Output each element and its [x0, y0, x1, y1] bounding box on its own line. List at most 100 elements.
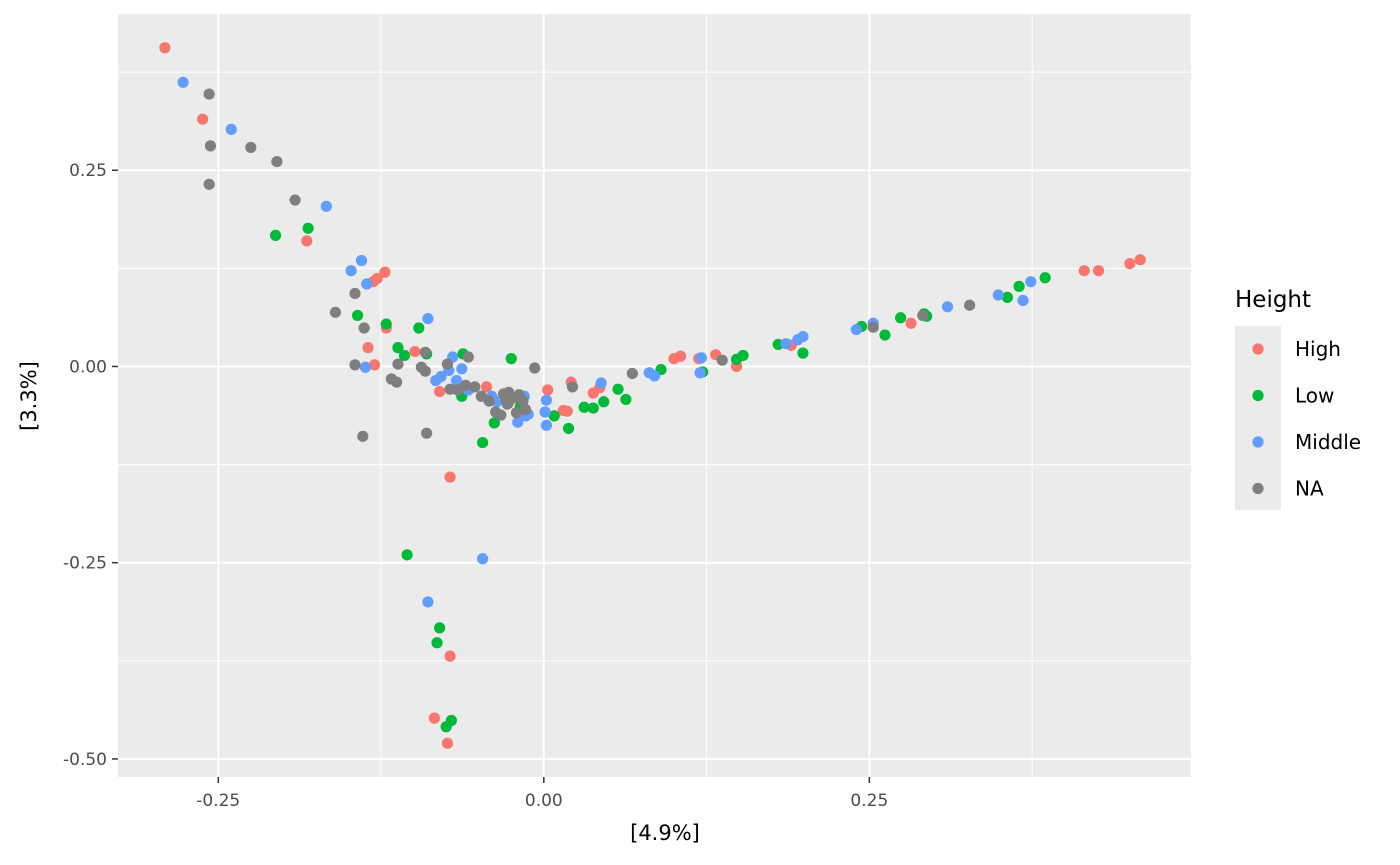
point-middle	[422, 596, 434, 608]
point-high	[409, 345, 421, 358]
point-high	[368, 359, 381, 371]
legend-key-low	[1252, 389, 1264, 402]
point-high	[480, 381, 493, 393]
point-na	[626, 367, 638, 380]
point-low	[562, 422, 575, 435]
point-middle	[450, 374, 463, 387]
point-middle	[797, 331, 809, 343]
legend-key-na	[1252, 482, 1264, 495]
point-middle	[177, 76, 189, 88]
point-middle	[695, 352, 707, 364]
point-middle	[456, 363, 468, 375]
point-na	[289, 194, 301, 206]
point-low	[895, 312, 907, 324]
point-low	[302, 222, 314, 234]
y-tick-label: -0.25	[63, 554, 107, 574]
point-na	[495, 409, 507, 421]
point-high	[1078, 265, 1090, 277]
point-middle	[422, 312, 434, 325]
point-high	[301, 235, 313, 247]
point-na	[421, 427, 433, 439]
y-axis: 0.25 0.00 -0.25 -0.50	[63, 161, 118, 770]
data-points	[159, 42, 1146, 749]
point-na	[964, 299, 976, 311]
point-low	[434, 622, 446, 634]
legend-label-middle: Middle	[1295, 430, 1361, 454]
point-na	[469, 381, 481, 393]
point-high	[1124, 258, 1136, 270]
point-low	[548, 410, 560, 422]
point-low	[1001, 291, 1013, 303]
point-low	[612, 383, 624, 395]
point-low	[488, 417, 500, 429]
point-low	[1013, 280, 1025, 292]
point-middle	[694, 367, 706, 379]
point-na	[917, 309, 929, 322]
point-low	[477, 436, 489, 449]
point-high	[362, 342, 374, 354]
x-axis-title: [4.9%]	[630, 821, 700, 845]
legend-label-low: Low	[1295, 384, 1334, 408]
x-axis: -0.25 0.00 0.25	[196, 777, 888, 811]
point-na	[519, 404, 532, 416]
point-middle	[780, 338, 792, 350]
point-low	[352, 309, 364, 322]
point-high	[159, 42, 171, 54]
y-axis-title: [3.3%]	[17, 361, 41, 431]
point-middle	[435, 371, 447, 383]
x-tick-label: 0.25	[850, 791, 888, 811]
point-middle	[648, 370, 661, 382]
point-high	[1092, 265, 1105, 277]
point-low	[269, 229, 282, 241]
point-high	[905, 317, 917, 329]
point-middle	[477, 553, 489, 565]
point-middle	[1017, 294, 1029, 307]
point-low	[737, 349, 749, 362]
point-na	[203, 178, 215, 190]
point-low	[445, 714, 457, 727]
point-middle	[345, 265, 357, 277]
point-low	[587, 402, 599, 414]
legend-key-middle	[1252, 436, 1264, 448]
point-low	[505, 353, 517, 365]
y-tick-label: 0.25	[69, 161, 107, 181]
point-low	[398, 349, 411, 362]
point-low	[380, 318, 392, 330]
point-middle	[512, 416, 524, 428]
panel-background	[118, 14, 1191, 777]
point-high	[444, 471, 456, 483]
point-na	[460, 379, 472, 391]
point-na	[867, 321, 879, 333]
point-na	[716, 354, 728, 366]
point-na	[462, 351, 474, 363]
point-na	[517, 395, 529, 407]
point-low	[392, 342, 404, 354]
legend-title: Height	[1235, 287, 1311, 313]
point-na	[391, 376, 403, 388]
point-middle	[941, 301, 954, 313]
point-low	[1039, 272, 1051, 284]
point-high	[441, 737, 454, 749]
point-na	[245, 141, 257, 154]
x-tick-label: 0.00	[525, 791, 563, 811]
point-low	[431, 637, 443, 649]
point-na	[271, 155, 283, 168]
point-na	[529, 362, 541, 374]
y-tick-label: 0.00	[69, 357, 107, 377]
x-tick-label: -0.25	[196, 791, 240, 811]
point-low	[797, 347, 809, 359]
legend-label-high: High	[1295, 337, 1341, 361]
point-high	[561, 405, 573, 417]
point-na	[483, 395, 495, 407]
point-high	[428, 712, 441, 724]
point-na	[357, 430, 369, 442]
point-middle	[355, 254, 368, 267]
point-na	[329, 306, 342, 318]
point-high	[434, 385, 446, 398]
point-middle	[540, 394, 553, 406]
point-middle	[359, 361, 372, 373]
legend: Height High Low Middle NA	[1235, 287, 1361, 510]
point-na	[419, 346, 431, 358]
point-middle	[540, 419, 553, 431]
